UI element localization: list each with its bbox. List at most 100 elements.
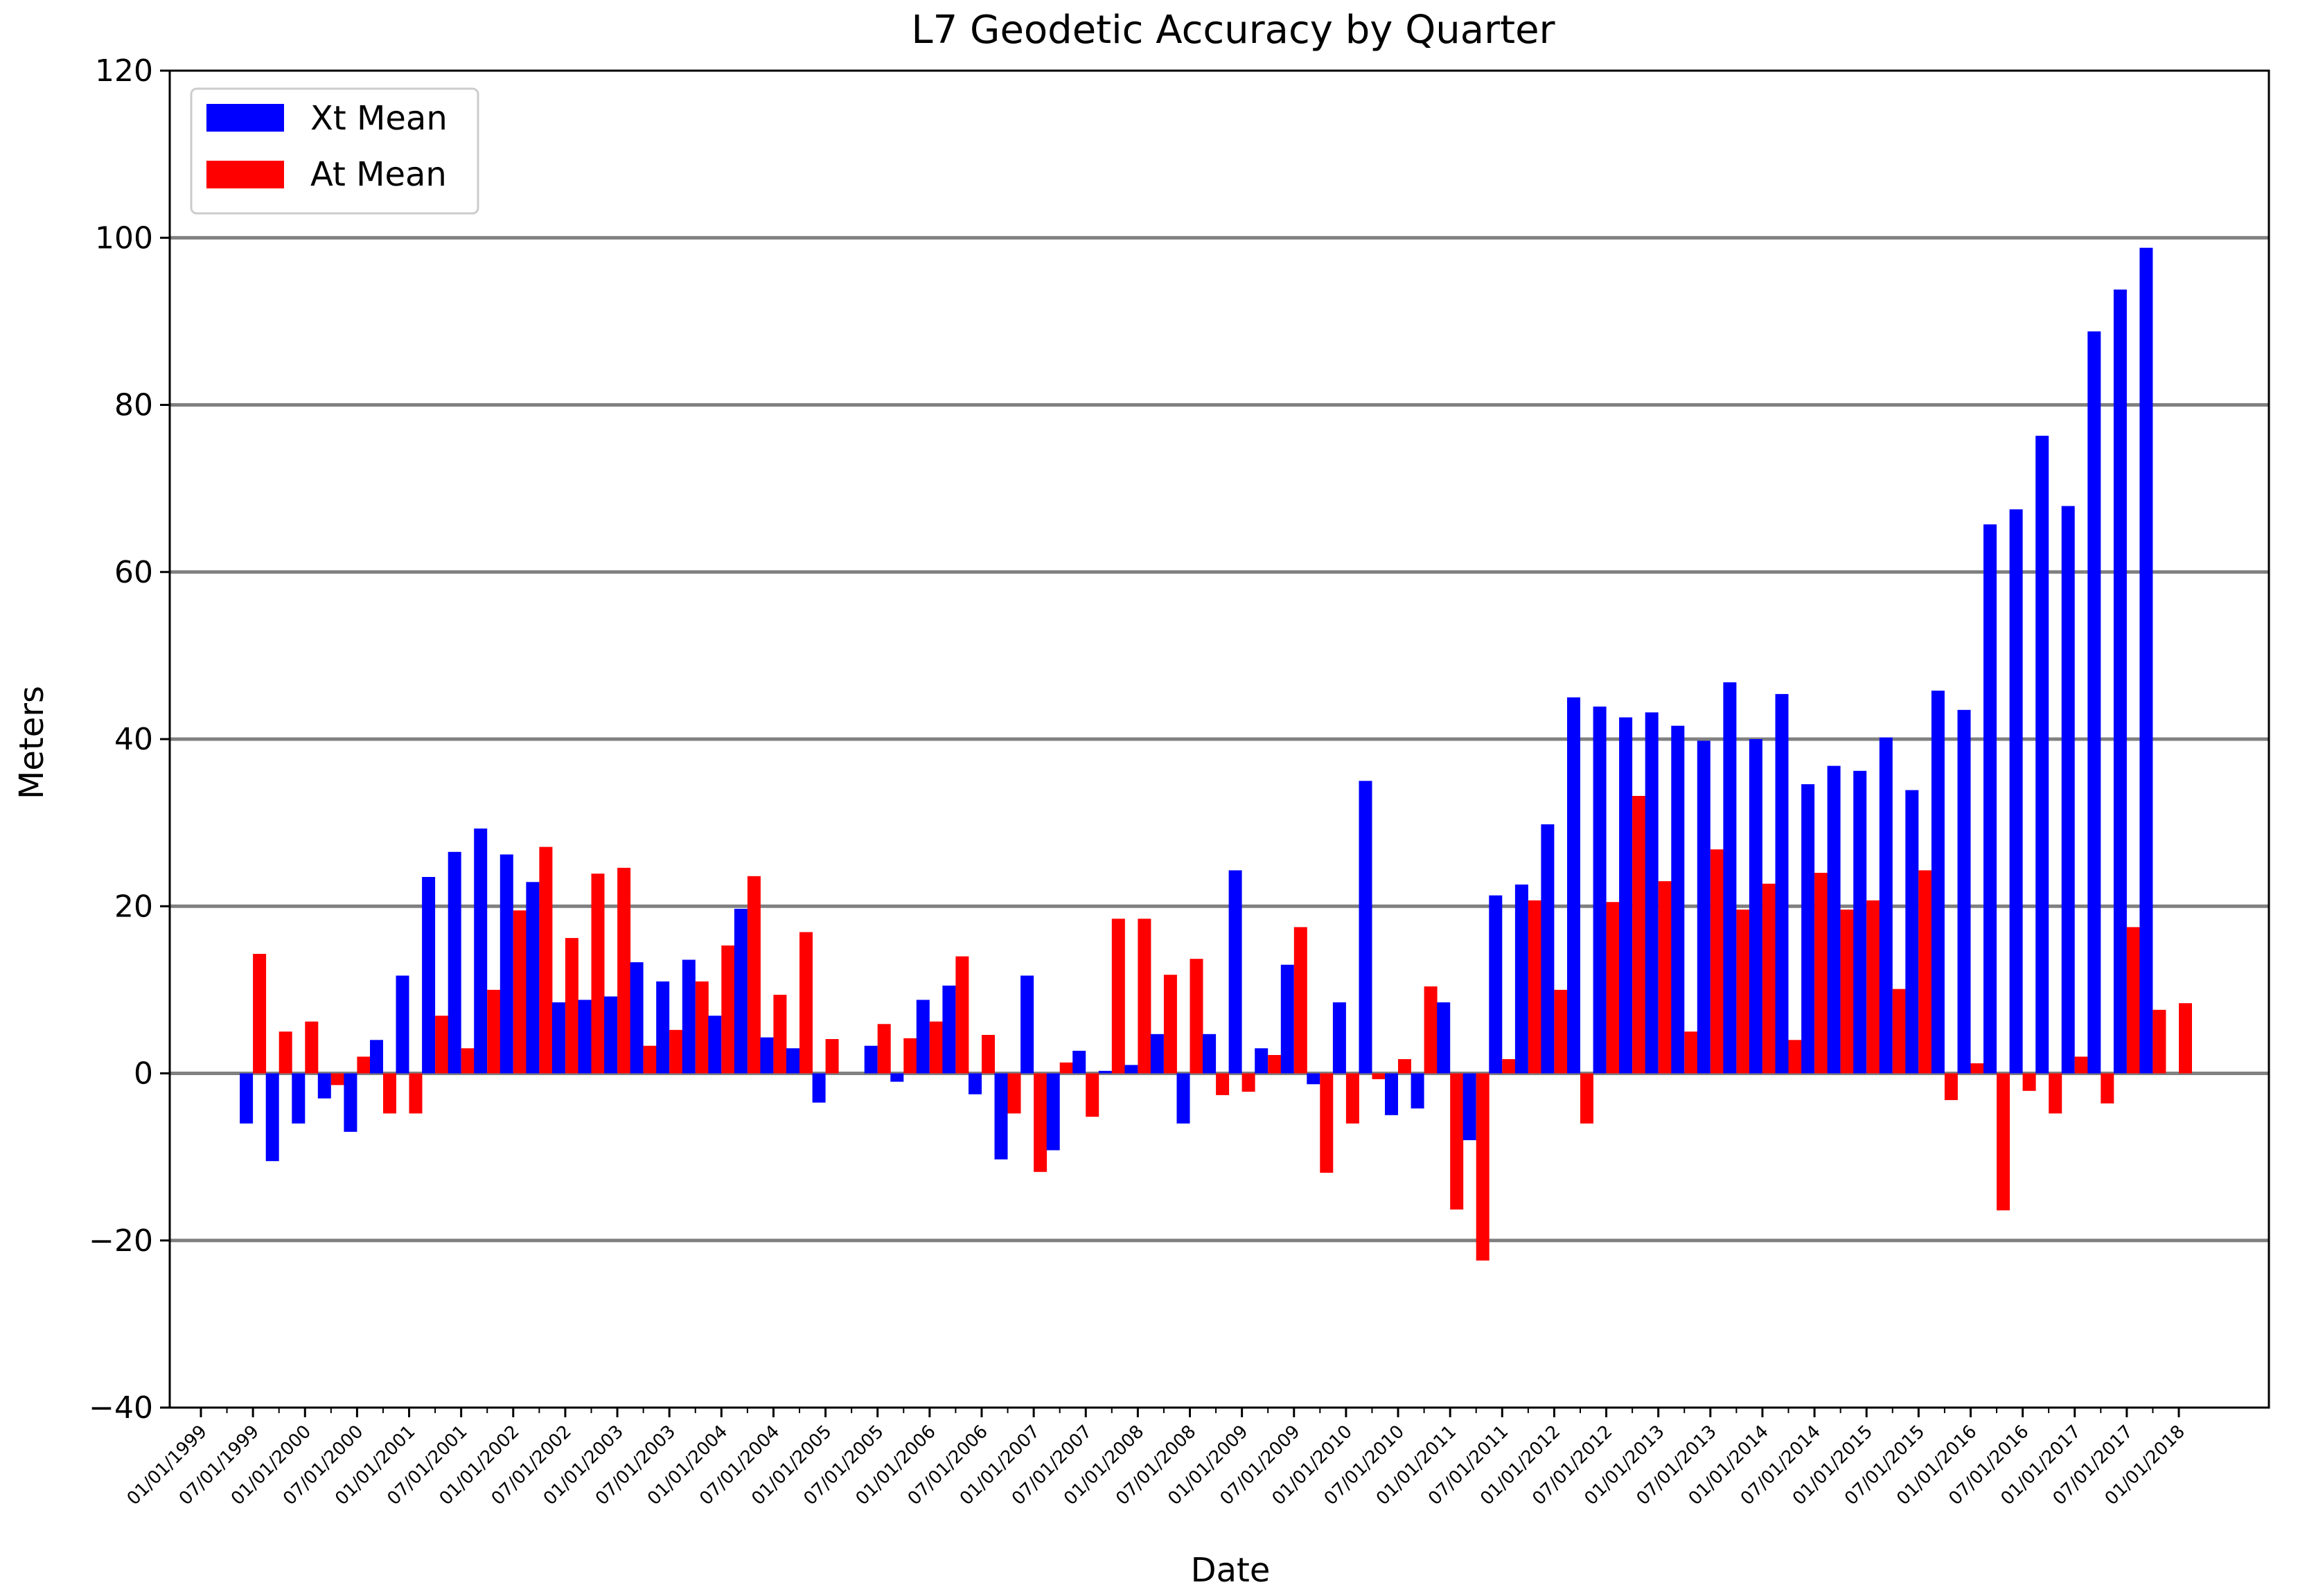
bar-xt-mean (1541, 824, 1555, 1074)
bar-at-mean (2101, 1073, 2114, 1103)
bar-at-mean (1997, 1073, 2010, 1211)
bar-xt-mean (1931, 691, 1945, 1074)
bar-xt-mean (1228, 870, 1242, 1074)
bar-xt-mean (1619, 717, 1633, 1074)
bar-xt-mean (1775, 693, 1789, 1074)
bar-xt-mean (1723, 682, 1737, 1074)
bar-at-mean (1216, 1073, 1230, 1095)
bar-at-mean (1580, 1073, 1593, 1124)
bar-xt-mean (2113, 290, 2127, 1074)
bar-xt-mean (1255, 1048, 1269, 1074)
bar-at-mean (1059, 1062, 1073, 1074)
bar-at-mean (1268, 1055, 1282, 1074)
bar-at-mean (305, 1021, 319, 1074)
bar-at-mean (435, 1016, 449, 1074)
y-tick-label: 0 (134, 1056, 153, 1092)
bar-at-mean (513, 910, 527, 1074)
bar-xt-mean (1671, 725, 1685, 1074)
bar-xt-mean (1645, 712, 1659, 1074)
bar-xt-mean (994, 1073, 1008, 1160)
bar-at-mean (1190, 959, 1203, 1074)
bar-xt-mean (317, 1073, 331, 1099)
bar-xt-mean (1203, 1034, 1217, 1074)
bar-xt-mean (734, 908, 748, 1074)
bar-at-mean (539, 846, 553, 1074)
y-axis-ticks: −40 −20 0 20 40 60 80 100 120 (89, 53, 170, 1426)
bar-at-mean (1528, 900, 1541, 1074)
bar-at-mean (2049, 1073, 2062, 1114)
bar-at-mean (383, 1073, 396, 1114)
bar-xt-mean (1359, 781, 1372, 1074)
bar-xt-mean (1462, 1073, 1476, 1140)
legend-swatch-xt-mean (206, 104, 284, 132)
bar-xt-mean (396, 975, 409, 1074)
bar-xt-mean (812, 1073, 826, 1103)
bar-xt-mean (526, 882, 540, 1074)
x-axis-label: Date (1191, 1551, 1271, 1590)
bar-at-mean (1684, 1031, 1698, 1074)
bar-at-mean (1450, 1073, 1464, 1210)
bar-xt-mean (292, 1073, 306, 1124)
bar-at-mean (1034, 1073, 1048, 1172)
bar-at-mean (591, 874, 605, 1074)
bar-xt-mean (1280, 964, 1294, 1074)
bar-xt-mean (1437, 1002, 1451, 1074)
bar-at-mean (2126, 927, 2140, 1074)
bar-xt-mean (604, 996, 618, 1074)
bar-at-mean (1398, 1059, 1411, 1074)
bar-xt-mean (1905, 790, 1919, 1074)
bar-xt-mean (1072, 1050, 1086, 1074)
bar-at-mean (2074, 1056, 2088, 1074)
bar-xt-mean (474, 828, 488, 1074)
bar-at-mean (1762, 883, 1776, 1074)
bar-xt-mean (942, 985, 956, 1074)
bar-xt-mean (265, 1073, 279, 1162)
bar-at-mean (1476, 1073, 1490, 1261)
bar-xt-mean (551, 1002, 565, 1074)
bar-xt-mean (448, 851, 461, 1074)
bar-xt-mean (1853, 770, 1867, 1074)
bar-xt-mean (1098, 1070, 1112, 1074)
bar-at-mean (877, 1024, 891, 1074)
bar-xt-mean (969, 1073, 982, 1094)
bar-xt-mean (1801, 784, 1815, 1074)
bar-xt-mean (1879, 737, 1893, 1074)
bar-xt-mean (1593, 707, 1607, 1074)
bar-at-mean (279, 1031, 292, 1074)
y-tick-label: −20 (89, 1223, 153, 1259)
bar-xt-mean (500, 854, 513, 1074)
y-tick-label: 120 (95, 53, 153, 89)
bar-at-mean (1086, 1073, 1099, 1117)
bar-xt-mean (1957, 709, 1971, 1074)
bar-at-mean (461, 1048, 475, 1074)
bar-xt-mean (656, 981, 670, 1074)
bar-xt-mean (578, 1000, 592, 1074)
bar-at-mean (1163, 975, 1177, 1074)
bar-xt-mean (1020, 975, 1034, 1074)
bar-at-mean (721, 945, 735, 1074)
y-tick-label: 100 (95, 220, 153, 256)
bar-at-mean (2153, 1009, 2166, 1074)
bar-xt-mean (1827, 765, 1841, 1074)
bar-at-mean (2179, 1003, 2192, 1074)
legend-label-xt-mean: Xt Mean (310, 99, 448, 138)
bar-at-mean (1502, 1059, 1516, 1074)
bar-xt-mean (760, 1037, 774, 1074)
bar-at-mean (695, 981, 709, 1074)
bar-at-mean (643, 1045, 657, 1074)
bar-at-mean (1372, 1073, 1386, 1079)
bar-xt-mean (1411, 1073, 1424, 1109)
bar-at-mean (1293, 927, 1307, 1074)
bar-at-mean (1840, 910, 1854, 1074)
bar-at-mean (357, 1056, 371, 1074)
bar-xt-mean (1124, 1065, 1138, 1074)
bar-at-mean (1658, 881, 1672, 1074)
bar-at-mean (1788, 1040, 1802, 1074)
bar-at-mean (1632, 796, 1646, 1074)
bar-at-mean (929, 1021, 943, 1074)
bar-at-mean (1866, 900, 1880, 1074)
bar-xt-mean (1749, 739, 1762, 1074)
bar-xt-mean (2087, 331, 2101, 1074)
bar-xt-mean (708, 1016, 722, 1074)
